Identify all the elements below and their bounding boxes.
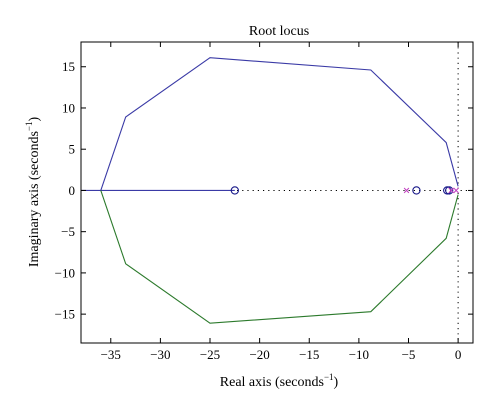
- y-tick-label: −15: [55, 307, 75, 322]
- x-tick-label: 0: [455, 347, 462, 362]
- zero-marker-2: [412, 186, 421, 195]
- y-tick-label: 10: [62, 100, 75, 115]
- x-tick-label: −5: [402, 347, 416, 362]
- x-tick-label: −30: [150, 347, 170, 362]
- x-tick-label: −10: [349, 347, 369, 362]
- pole-marker-2: [448, 187, 454, 194]
- zero-marker-1: [230, 186, 239, 195]
- x-axis-label-close: ): [334, 375, 339, 390]
- y-tick-label: −10: [55, 265, 75, 280]
- locus-branch-3: [100, 190, 459, 324]
- x-tick-label: −20: [249, 347, 269, 362]
- y-axis-label: Imaginary axis (seconds−1): [24, 117, 42, 268]
- x-tick-label: −35: [101, 347, 121, 362]
- x-tick-label: −15: [299, 347, 319, 362]
- x-tick-label: −25: [200, 347, 220, 362]
- pole-cross-b: [403, 187, 410, 194]
- x-axis-label-text: Real axis (seconds: [220, 375, 324, 390]
- y-axis-label-superscript: −1: [24, 122, 34, 132]
- pole-cross-b: [453, 187, 459, 194]
- y-tick-label: 5: [69, 142, 76, 157]
- y-tick-label: 15: [62, 59, 75, 74]
- y-axis-label-text: Imaginary axis (seconds: [27, 131, 42, 267]
- y-tick-label: 0: [69, 183, 76, 198]
- y-axis-label-close: ): [27, 117, 42, 122]
- x-axis-label: Real axis (seconds−1): [220, 372, 339, 390]
- chart-title: Root locus: [249, 24, 309, 39]
- zero-marker-4: [445, 186, 454, 195]
- pole-marker-1: [403, 187, 410, 194]
- x-axis-ticks: −35 −30 −25 −20 −15 −10 −5 0: [101, 42, 462, 362]
- pole-cross-b: [448, 187, 454, 194]
- y-axis-ticks: −15 −10 −5 0 5 10 15: [55, 59, 473, 322]
- plot-frame: [80, 41, 474, 344]
- x-axis-label-superscript: −1: [324, 372, 334, 382]
- y-tick-label: −5: [61, 224, 75, 239]
- plot-layer: [81, 42, 473, 343]
- pole-marker-3: [453, 187, 459, 194]
- locus-branch-2: [100, 57, 459, 191]
